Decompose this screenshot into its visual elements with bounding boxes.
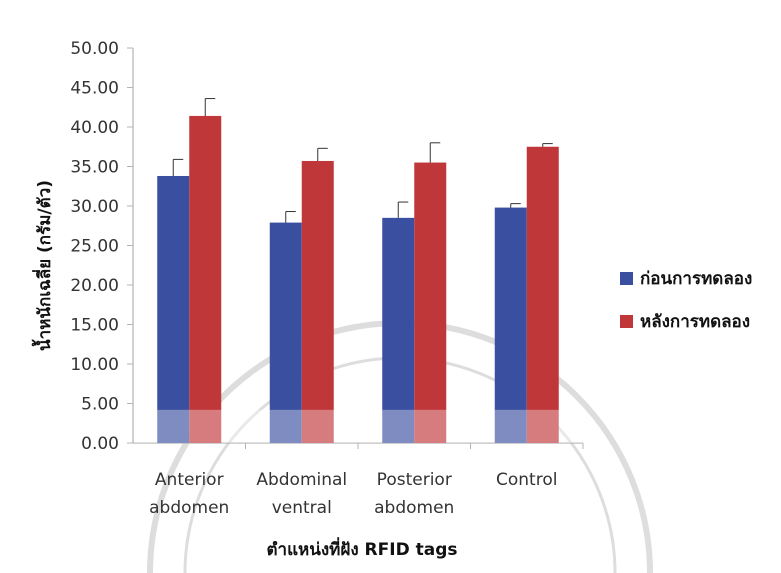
legend-label-before: ก่อนการทดลอง — [640, 269, 752, 289]
y-tick-label: 25.00 — [70, 237, 119, 257]
legend-swatch-after — [620, 315, 633, 328]
x-category-label: abdomen — [374, 498, 454, 518]
y-tick-label: 40.00 — [70, 118, 119, 138]
x-category-label: abdomen — [149, 498, 229, 518]
bar-before — [382, 217, 415, 443]
x-category-label: Abdominal — [256, 470, 347, 490]
bar-after — [301, 160, 334, 443]
x-category-label: Control — [496, 470, 557, 490]
bar-after — [526, 146, 559, 443]
y-tick-label: 10.00 — [70, 355, 119, 375]
y-tick-label: 20.00 — [70, 276, 119, 296]
bar-before — [494, 207, 527, 443]
legend-label-after: หลังการทดลอง — [640, 312, 750, 332]
bar-before — [269, 222, 302, 443]
y-tick-label: 5.00 — [81, 395, 119, 415]
bar-after — [414, 162, 447, 444]
x-category-label: ventral — [272, 498, 332, 518]
x-category-label: Anterior — [155, 470, 224, 490]
x-axis-title: ตำแหน่งที่ฝัง RFID tags — [266, 537, 457, 560]
y-tick-label: 45.00 — [70, 79, 119, 99]
base-highlight-band — [134, 409, 583, 443]
y-tick-label: 15.00 — [70, 316, 119, 336]
y-tick-label: 35.00 — [70, 158, 119, 178]
y-axis-title: น้ำหนักเฉลี่ย (กรัม/ตัว) — [31, 180, 55, 351]
y-tick-label: 0.00 — [81, 434, 119, 454]
y-tick-label: 50.00 — [70, 39, 119, 59]
legend-swatch-before — [620, 272, 633, 285]
bar-after — [189, 115, 222, 443]
x-category-label: Posterior — [377, 470, 452, 490]
bar-before — [157, 175, 190, 444]
y-tick-label: 30.00 — [70, 197, 119, 217]
